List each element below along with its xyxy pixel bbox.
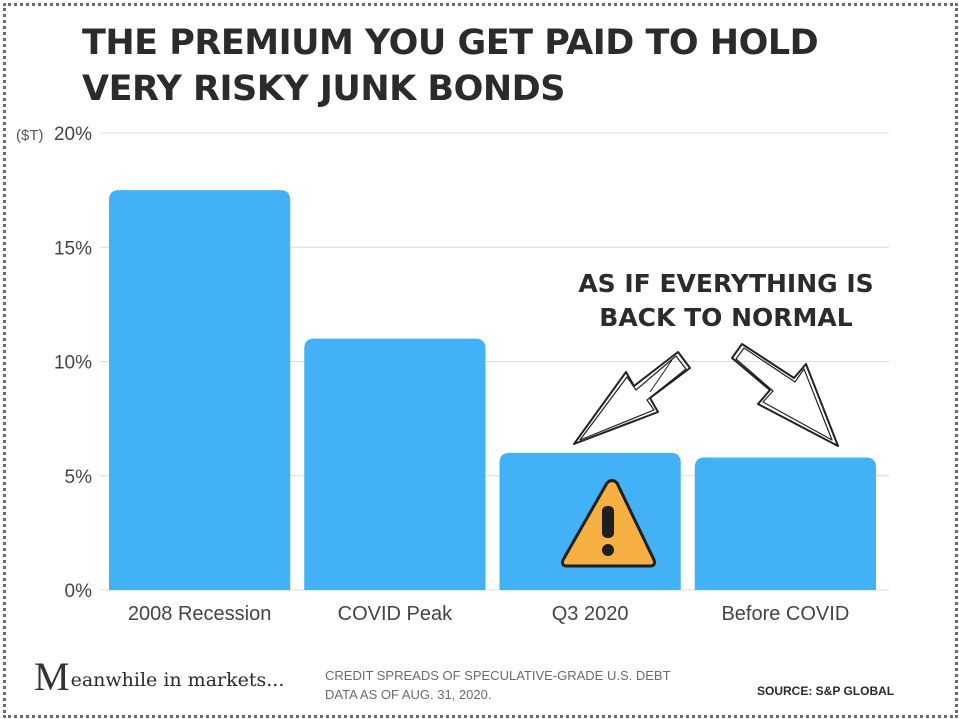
y-tick-label: 15% bbox=[54, 238, 92, 259]
footer-note: CREDIT SPREADS OF SPECULATIVE-GRADE U.S.… bbox=[325, 666, 671, 704]
title-line-2: VERY RISKY JUNK BONDS bbox=[82, 69, 565, 109]
footer-note-line-2: DATA AS OF AUG. 31, 2020. bbox=[325, 687, 492, 702]
bars bbox=[109, 190, 876, 590]
x-tick-label: Q3 2020 bbox=[552, 603, 629, 625]
bar bbox=[109, 190, 291, 590]
source-label: SOURCE: S&P GLOBAL bbox=[757, 684, 895, 698]
arrow-right-icon bbox=[731, 343, 839, 447]
bar bbox=[304, 338, 486, 590]
warning-triangle-icon bbox=[561, 479, 656, 568]
arrow-left-icon bbox=[573, 351, 691, 445]
y-unit-label: ($T) bbox=[16, 127, 44, 144]
logo-initial: M bbox=[34, 654, 70, 699]
bar bbox=[694, 457, 876, 590]
x-tick-label: Before COVID bbox=[721, 603, 849, 625]
chart-title: THE PREMIUM YOU GET PAID TO HOLD VERY RI… bbox=[82, 20, 882, 112]
footer-note-line-1: CREDIT SPREADS OF SPECULATIVE-GRADE U.S.… bbox=[325, 668, 671, 683]
x-axis: 2008 Recession COVID Peak Q3 2020 Before CO… bbox=[128, 603, 849, 625]
title-line-1: THE PREMIUM YOU GET PAID TO HOLD bbox=[82, 23, 819, 63]
x-tick-label: COVID Peak bbox=[338, 603, 453, 625]
annotation-line-1: AS IF EVERYTHING IS bbox=[578, 269, 873, 298]
y-tick-label: 5% bbox=[65, 467, 93, 488]
y-axis: 0% 5% 10% 15% 20% bbox=[54, 124, 92, 602]
logo: M eanwhile in markets... bbox=[34, 657, 284, 697]
dotted-border bbox=[3, 3, 958, 718]
y-tick-label: 20% bbox=[54, 124, 92, 145]
x-tick-label: 2008 Recession bbox=[128, 603, 271, 625]
logo-text: eanwhile in markets... bbox=[70, 669, 285, 691]
y-tick-label: 0% bbox=[65, 581, 93, 602]
y-tick-label: 10% bbox=[54, 353, 92, 374]
annotation-line-2: BACK TO NORMAL bbox=[599, 303, 852, 332]
